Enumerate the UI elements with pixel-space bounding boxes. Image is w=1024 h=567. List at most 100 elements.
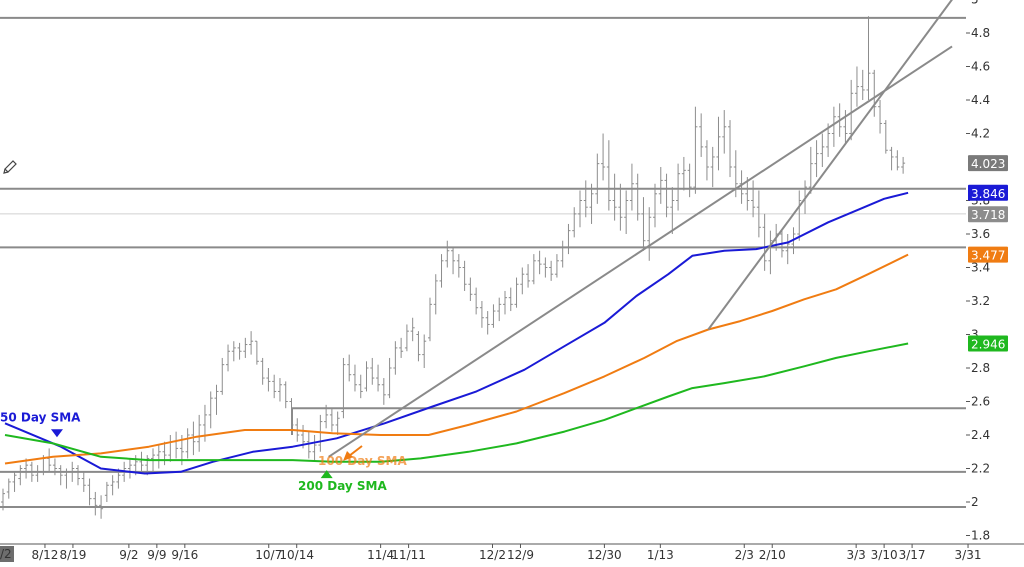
price-bar (572, 207, 577, 238)
x-tick-label: 9/16 (171, 548, 198, 562)
price-badge: 3.846 (968, 184, 1008, 201)
price-bar (347, 354, 352, 382)
price-bar (520, 267, 525, 295)
price-bar (249, 331, 254, 355)
price-bar (670, 187, 675, 234)
price-bar (560, 240, 565, 268)
price-bar (883, 120, 888, 154)
price-bar (785, 234, 790, 265)
price-bar (12, 471, 17, 492)
horizontal-levels (0, 16, 966, 509)
price-bar (52, 458, 57, 476)
price-bar (653, 183, 658, 228)
price-bar (58, 465, 63, 486)
price-bar (162, 441, 167, 466)
y-tick-label: 2.8 (971, 361, 990, 375)
price-bar (808, 146, 813, 194)
y-tick-label: 2.6 (971, 395, 990, 409)
price-bar (445, 240, 450, 268)
price-bar (722, 110, 727, 154)
price-bar (549, 260, 554, 281)
price-bar (508, 287, 513, 312)
y-tick-label: 2.2 (971, 462, 990, 476)
price-bar (370, 357, 375, 385)
price-bar (854, 66, 859, 107)
price-bar (676, 163, 681, 211)
price-bar (629, 163, 634, 211)
price-bar (404, 324, 409, 352)
price-bar (716, 116, 721, 171)
y-tick-label: 5 (971, 0, 979, 7)
price-badge-label: 2.946 (971, 338, 1005, 352)
price-bar (658, 167, 663, 204)
price-bar (399, 337, 404, 358)
price-bar (410, 317, 415, 342)
price-bar (156, 445, 161, 469)
price-bar (116, 468, 121, 489)
price-bar (745, 177, 750, 211)
x-tick-label: 3/17 (899, 548, 926, 562)
price-bar (456, 254, 461, 278)
price-bar (6, 478, 11, 499)
x-tick-label: 9/2 (119, 548, 138, 562)
price-bar (514, 277, 519, 308)
price-bar (537, 250, 542, 275)
price-bar (243, 337, 248, 358)
price-bar (849, 79, 854, 141)
y-tick-label: 2 (971, 495, 979, 509)
price-bar (618, 183, 623, 231)
price-bar (99, 495, 104, 519)
price-bar (635, 173, 640, 221)
x-axis: /2 8/12 8/19 9/2 9/9 9/16 10/710/14 11/411/11 12… (0, 543, 1024, 562)
pencil-icon[interactable] (3, 160, 17, 174)
price-bar (901, 156, 906, 174)
price-bar (681, 156, 686, 191)
price-bar (127, 458, 132, 479)
price-bar (237, 342, 242, 360)
price-bar (266, 368, 271, 392)
price-badge-bg (968, 184, 1008, 201)
price-bar (272, 374, 277, 399)
price-badge: 3.718 (968, 206, 1008, 223)
price-bar (47, 448, 52, 472)
price-badge-label: 4.023 (971, 157, 1005, 171)
price-bar (433, 274, 438, 315)
price-badge-label: 3.477 (971, 249, 1005, 263)
x-tick-label: 2/10 (759, 548, 786, 562)
y-tick-label: 3.2 (971, 294, 990, 308)
price-bar (756, 190, 761, 238)
price-bar (145, 455, 150, 476)
price-bar (895, 150, 900, 171)
x-tick-label: 2/3 (735, 548, 754, 562)
price-bar (710, 146, 715, 188)
price-bar (589, 183, 594, 224)
price-bar (226, 344, 231, 372)
y-tick-label: 4.6 (971, 60, 990, 74)
price-bar (566, 223, 571, 255)
price-badge: 3.477 (968, 246, 1008, 263)
price-bar (462, 260, 467, 291)
x-tick-label: 3/3 (846, 548, 865, 562)
price-bar (595, 153, 600, 204)
price-badge-bg (968, 206, 1008, 223)
price-bar (387, 357, 392, 399)
trendline-0 (328, 45, 953, 458)
x-tick-label: 12/2 (479, 548, 506, 562)
price-badge-label: 3.846 (971, 187, 1005, 201)
x-tick-label: 11/4 (367, 548, 394, 562)
series-200-day-sma (4, 342, 909, 463)
price-bar (485, 311, 490, 335)
trendlines (328, 0, 953, 458)
price-bar (647, 207, 652, 261)
price-bar (860, 69, 865, 100)
price-bar (197, 414, 202, 452)
price-bar (110, 475, 115, 496)
price-bar (479, 301, 484, 328)
price-badge: 2.946 (968, 335, 1008, 352)
price-bar (606, 140, 611, 211)
trendline-1 (707, 0, 953, 331)
price-bar (451, 247, 456, 275)
x-tick-label: 10/7 (255, 548, 282, 562)
x-tick-label: 3/31 (955, 548, 982, 562)
price-badge-bg (968, 335, 1008, 352)
